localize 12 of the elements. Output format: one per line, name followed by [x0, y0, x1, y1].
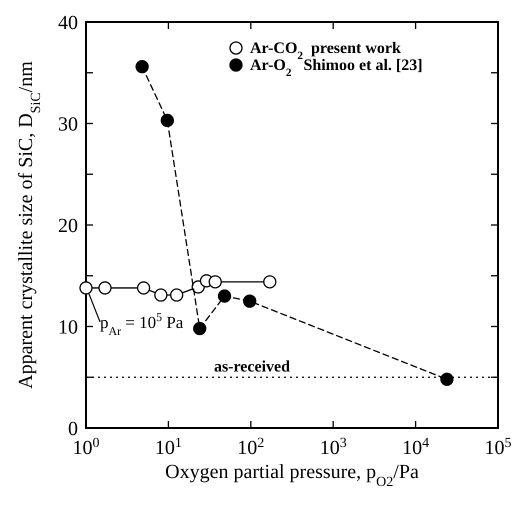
- x-tick-label: 10$^{5}$: [484, 436, 512, 459]
- x-tick-label: 10$^{4}$: [402, 436, 430, 459]
- annotation: p$_{Ar}$ = 10$^{5}$ Pa: [100, 310, 184, 338]
- x-tick-label: 10$^{3}$: [320, 436, 347, 459]
- y-tick-label: 20: [58, 215, 78, 237]
- ref-line-label: as-received: [214, 358, 290, 376]
- y-tick-label: 10: [58, 316, 78, 338]
- x-tick-label: 10$^{1}$: [154, 436, 182, 459]
- x-tick-label: 10$^{2}$: [237, 436, 264, 459]
- x-axis-title: Oxygen partial pressure, p$_{O2}$/Pa: [165, 461, 419, 490]
- y-tick-label: 40: [58, 12, 78, 34]
- y-tick-label: 30: [58, 114, 78, 136]
